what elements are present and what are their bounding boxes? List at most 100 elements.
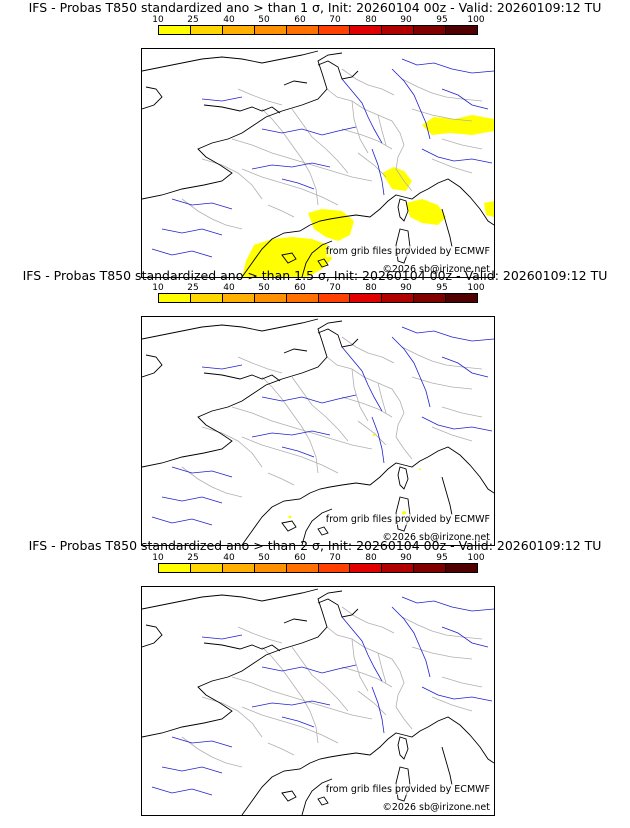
island-outline (395, 766, 411, 802)
probability-area (372, 433, 376, 437)
scale-tick-label: 25 (187, 15, 199, 25)
scale-tick-label: 40 (223, 283, 235, 293)
scale-tick-label: 50 (258, 553, 270, 563)
scale-swatch (222, 294, 255, 302)
probability-area (419, 468, 421, 470)
probability-area (382, 167, 412, 191)
map-frame: from grib files provided by ECMWF ©2026 s… (141, 48, 495, 278)
probability-area (406, 199, 446, 225)
copyright-credit: ©2026 sb@irizone.net (382, 532, 490, 543)
copyright-credit: ©2026 sb@irizone.net (382, 264, 490, 275)
scale-swatch (190, 26, 223, 34)
map-svg (142, 588, 494, 815)
source-credit: from grib files provided by ECMWF (325, 784, 490, 795)
probability-area (484, 201, 494, 217)
scale-tick-label: 80 (365, 553, 377, 563)
panel-title: IFS - Probas T850 standardized ano > tha… (22, 268, 608, 283)
scale-tick-label: 10 (152, 15, 164, 25)
color-scale: 10 25 40 50 60 70 80 90 95 100 (152, 283, 485, 305)
scale-tick-label: 95 (436, 553, 448, 563)
scale-swatch (286, 294, 319, 302)
scale-tick-label: 60 (294, 553, 306, 563)
island-outline (395, 496, 411, 532)
scale-tick-label: 60 (294, 15, 306, 25)
island-outline (397, 466, 409, 490)
coastline (142, 52, 343, 200)
panel-title: IFS - Probas T850 standardized ano > tha… (28, 538, 602, 553)
scale-swatch (350, 564, 383, 572)
map-panel: IFS - Probas T850 standardized ano > tha… (0, 0, 630, 278)
scale-tick-label: 100 (467, 283, 485, 293)
coastline (203, 80, 308, 114)
island-outline (395, 228, 411, 264)
source-credit: from grib files provided by ECMWF (325, 514, 490, 525)
scale-tick-label: 70 (329, 283, 341, 293)
scale-swatch (350, 294, 383, 302)
coastline (142, 320, 343, 468)
probability-area (288, 515, 292, 519)
scale-tick-label: 90 (400, 283, 412, 293)
scale-swatch (254, 26, 287, 34)
map-panel: IFS - Probas T850 standardized ano > tha… (0, 538, 630, 816)
scale-swatch (286, 26, 319, 34)
coastline (142, 590, 343, 738)
scale-swatch (159, 294, 191, 302)
scale-swatch (286, 564, 319, 572)
scale-swatch (414, 564, 447, 572)
coastline (309, 726, 429, 764)
coastline (317, 598, 359, 618)
coastline (142, 50, 319, 72)
scale-swatch (382, 294, 415, 302)
coastline (241, 762, 333, 815)
panel-title: IFS - Probas T850 standardized ano > tha… (28, 0, 602, 15)
scale-tick-label: 95 (436, 15, 448, 25)
scale-tick-label: 40 (223, 553, 235, 563)
coastline (309, 456, 429, 494)
admin-borders (181, 68, 483, 230)
scale-swatch (222, 564, 255, 572)
coastline (427, 446, 494, 516)
coastline (203, 618, 308, 652)
rivers (151, 58, 494, 258)
coastline (142, 624, 163, 648)
probability-area (308, 209, 354, 241)
color-scale: 10 25 40 50 60 70 80 90 95 100 (152, 15, 485, 37)
admin-borders (181, 606, 483, 768)
scale-tick-label: 100 (467, 15, 485, 25)
scale-tick-label: 10 (152, 553, 164, 563)
scale-swatch (254, 294, 287, 302)
coastline (142, 86, 163, 110)
island-outline (397, 736, 409, 760)
coastline (203, 348, 308, 382)
scale-swatch (190, 564, 223, 572)
coastline (317, 60, 359, 80)
scale-swatch (222, 26, 255, 34)
island-outline (281, 252, 329, 268)
scale-tick-label: 80 (365, 283, 377, 293)
scale-swatch (318, 294, 351, 302)
island-outline (281, 520, 329, 536)
scale-swatch (446, 564, 478, 572)
map-svg (142, 50, 494, 277)
scale-swatch (159, 26, 191, 34)
scale-swatch (190, 294, 223, 302)
admin-borders (181, 336, 483, 498)
scale-tick-label: 80 (365, 15, 377, 25)
scale-tick-label: 100 (467, 553, 485, 563)
coastline (241, 492, 333, 545)
scale-swatch (446, 294, 478, 302)
scale-swatch (159, 564, 191, 572)
coastline (142, 588, 319, 610)
scale-tick-label: 25 (187, 283, 199, 293)
scale-swatch (446, 26, 478, 34)
scale-tick-label: 50 (258, 283, 270, 293)
scale-tick-label: 60 (294, 283, 306, 293)
map-frame: from grib files provided by ECMWF ©2026 s… (141, 586, 495, 816)
map-svg (142, 318, 494, 545)
island-outline (281, 790, 329, 806)
scale-tick-label: 50 (258, 15, 270, 25)
coastline (427, 178, 494, 248)
probability-area (422, 115, 494, 135)
coastline (317, 328, 359, 348)
scale-tick-label: 90 (400, 553, 412, 563)
